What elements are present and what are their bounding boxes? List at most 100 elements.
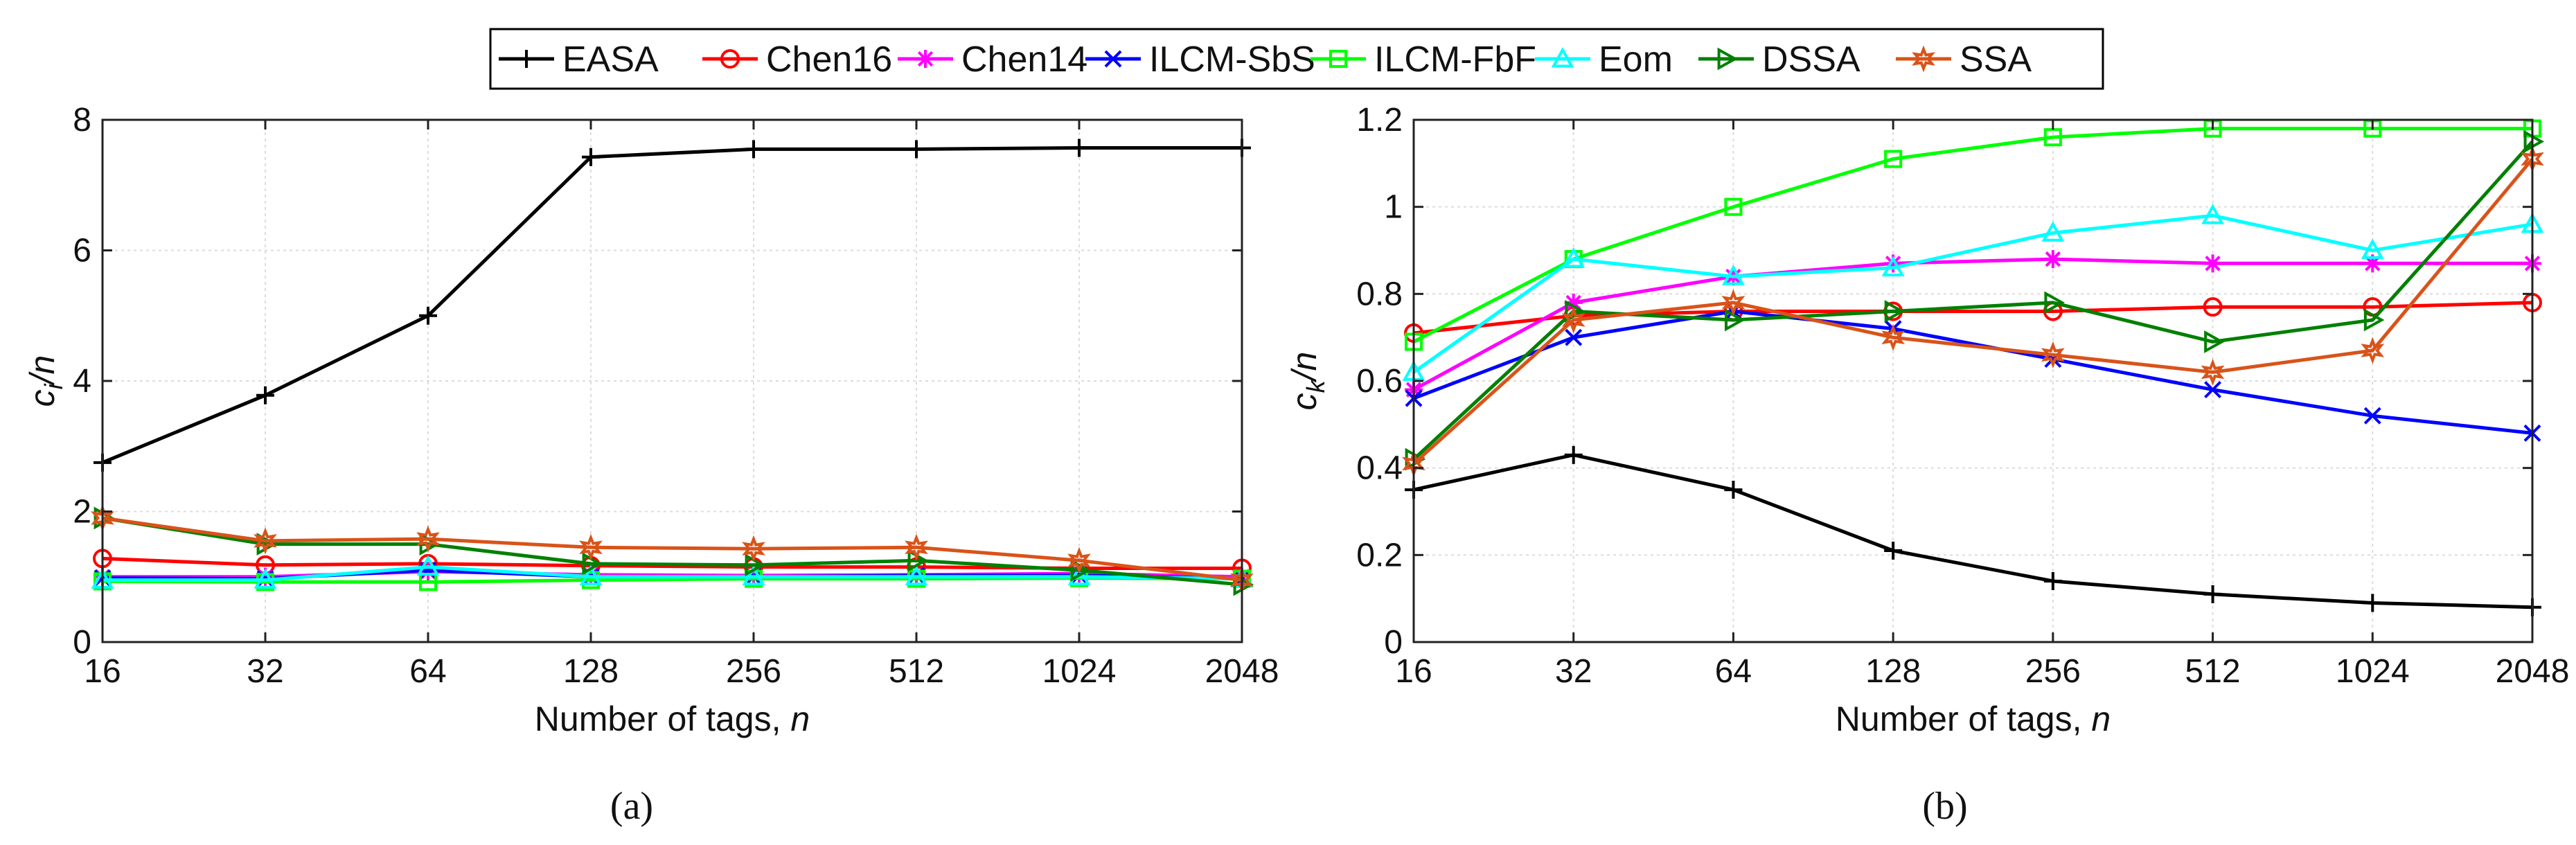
panel-b-series-eom bbox=[1402, 204, 2544, 381]
panel-b-point-eom-32 bbox=[1562, 247, 1585, 268]
panel-a-xtick-label-256: 256 bbox=[726, 653, 781, 690]
legend-box bbox=[489, 28, 2104, 90]
panel-b-ylabel-main: c bbox=[1285, 393, 1324, 410]
panel-b-point-ilcm-fbf-256 bbox=[2043, 128, 2062, 147]
panel-a-point-easa-1024 bbox=[1070, 139, 1088, 157]
panel-b-xtick-label-1024: 1024 bbox=[2336, 653, 2410, 690]
panel-b-ylabel-rest: /n bbox=[1285, 352, 1324, 383]
panel-b-point-eom-512 bbox=[2201, 204, 2224, 224]
panel-b-xlabel-text: Number of tags, bbox=[1836, 700, 2092, 738]
legend-marker-dssa bbox=[1717, 47, 1739, 71]
panel-b-point-ilcm-fbf-64 bbox=[1724, 197, 1743, 216]
legend-marker-ilcm-sbs bbox=[1104, 50, 1122, 68]
panel-a-point-ssa-32 bbox=[254, 527, 277, 555]
panel-b-point-ssa-512 bbox=[2201, 358, 2225, 386]
panel-a-point-easa-128 bbox=[582, 148, 600, 166]
panel-a-point-easa-64 bbox=[419, 306, 437, 325]
panel-a-point-eom-256 bbox=[742, 564, 765, 586]
panel-b-point-ssa-128 bbox=[1881, 323, 1906, 351]
panel-b-xtick-label-128: 128 bbox=[1865, 653, 1921, 690]
panel-b-point-chen14-32 bbox=[1564, 293, 1583, 312]
panel-a-ylabel-rest: /n bbox=[23, 355, 62, 386]
panel-b-line-eom bbox=[1412, 213, 2533, 374]
panel-a-xtick-label-16: 16 bbox=[84, 653, 121, 690]
panel-b-line-dssa bbox=[1412, 140, 2534, 461]
panel-b-point-ilcm-sbs-512 bbox=[2204, 381, 2222, 399]
panel-b-point-dssa-512 bbox=[2204, 330, 2225, 353]
panel-a-point-easa-512 bbox=[907, 140, 925, 159]
panel-a-line-eom bbox=[103, 565, 1243, 582]
panel-a-point-ssa-64 bbox=[416, 525, 440, 553]
panel-a-ytick-label-8: 8 bbox=[73, 102, 91, 139]
legend-marker-chen16 bbox=[720, 49, 740, 69]
legend-label-dssa: DSSA bbox=[1762, 39, 1860, 80]
panel-b-point-easa-128 bbox=[1884, 542, 1903, 560]
legend-label-ilcm-sbs: ILCM-SbS bbox=[1149, 39, 1315, 80]
panel-a-xtick-label-512: 512 bbox=[889, 653, 944, 690]
panel-b-line-ssa bbox=[1412, 157, 2534, 465]
panel-b-point-dssa-1024 bbox=[2363, 308, 2385, 332]
panel-b-ytick-label-0-8: 0.8 bbox=[1356, 276, 1403, 312]
legend: EASA Chen16 Chen14 ILCM-SbS ILCM-FbF Eom DSSA S… bbox=[489, 28, 2104, 90]
panel-b-point-easa-32 bbox=[1564, 445, 1583, 464]
legend-marker-chen14 bbox=[916, 50, 934, 68]
panel-b-xlabel: Number of tags, n bbox=[1836, 700, 2111, 738]
panel-b-plot-area bbox=[1414, 120, 2532, 642]
panel-b-line-ilcm-sbs bbox=[1413, 310, 2533, 435]
panel-a-ytick-label-4: 4 bbox=[73, 363, 91, 400]
panel-b-point-ssa-32 bbox=[1561, 306, 1585, 334]
panel-a-caption: (a) bbox=[610, 785, 653, 828]
panel-b-ytick-label-1: 1 bbox=[1384, 189, 1403, 226]
panel-b-ytick-label-0: 0 bbox=[1384, 624, 1403, 661]
panel-b-point-ilcm-fbf-128 bbox=[1884, 150, 1903, 168]
panel-a-point-eom-1024 bbox=[1067, 564, 1091, 586]
panel-a-point-eom-64 bbox=[416, 555, 440, 576]
panel-a-point-ssa-128 bbox=[579, 533, 603, 561]
legend-marker-ssa bbox=[1912, 45, 1935, 73]
panel-a-xlabel-var: n bbox=[790, 700, 810, 738]
panel-a-xtick-label-32: 32 bbox=[247, 653, 283, 690]
panel-b-point-eom-128 bbox=[1881, 256, 1905, 277]
panel-b-ylabel: ck/n bbox=[1285, 352, 1330, 411]
panel-a-point-easa-32 bbox=[256, 386, 274, 404]
legend-marker-easa bbox=[517, 50, 535, 68]
panel-a-xtick-label-64: 64 bbox=[409, 653, 446, 690]
panel-a-line-dssa bbox=[102, 516, 1243, 587]
legend-label-ilcm-fbf: ILCM-FbF bbox=[1374, 39, 1536, 80]
panel-a-point-ssa-1024 bbox=[1067, 546, 1091, 574]
panel-b-ytick-label-1-2: 1.2 bbox=[1356, 102, 1403, 139]
panel-a-line-easa bbox=[102, 146, 1242, 465]
panel-a-point-dssa-128 bbox=[582, 552, 603, 576]
panel-b-point-ssa-1024 bbox=[2361, 337, 2385, 364]
panel-a-ylabel-main: c bbox=[23, 389, 62, 407]
legend-label-eom: Eom bbox=[1599, 39, 1673, 80]
panel-a-series-easa bbox=[94, 139, 1251, 472]
panel-b-point-ssa-256 bbox=[2041, 341, 2065, 368]
panel-a-ytick-label-6: 6 bbox=[73, 233, 91, 269]
panel-b-xtick-label-32: 32 bbox=[1555, 653, 1592, 690]
panel-b-xtick-label-16: 16 bbox=[1395, 653, 1432, 690]
panel-b-line-chen14 bbox=[1412, 257, 2532, 391]
legend-marker-ilcm-fbf bbox=[1329, 49, 1348, 69]
legend-label-easa: EASA bbox=[562, 39, 659, 80]
panel-a-point-dssa-256 bbox=[745, 553, 766, 577]
panel-b-point-chen14-1024 bbox=[2363, 254, 2382, 273]
panel-b-point-chen16-512 bbox=[2203, 297, 2223, 317]
panel-b-point-chen14-128 bbox=[1884, 254, 1903, 273]
panel-b-point-easa-1024 bbox=[2363, 594, 2382, 612]
panel-a-ytick-label-0: 0 bbox=[73, 624, 91, 661]
panel-b-point-easa-256 bbox=[2043, 572, 2062, 591]
panel-a-point-eom-128 bbox=[579, 564, 603, 586]
panel-a-xlabel-text: Number of tags, bbox=[535, 700, 791, 738]
legend-label-ssa: SSA bbox=[1960, 39, 2032, 80]
panel-a-xlabel: Number of tags, n bbox=[535, 700, 810, 738]
panel-a-xtick-label-1024: 1024 bbox=[1042, 653, 1117, 690]
panel-a-xtick-label-128: 128 bbox=[563, 653, 619, 690]
panel-b-ylabel-sub: k bbox=[1302, 379, 1330, 393]
panel-b-point-dssa-256 bbox=[2044, 291, 2065, 314]
panel-b-xtick-label-512: 512 bbox=[2185, 653, 2241, 690]
panel-a-point-eom-512 bbox=[905, 564, 928, 586]
panel-a-ylabel-sub: i bbox=[39, 383, 68, 389]
panel-b-chart: 16 32 64 128 256 512 1024 2048 0 0.2 0.4 0.6 0.8 1 1.2… bbox=[1285, 102, 2569, 828]
